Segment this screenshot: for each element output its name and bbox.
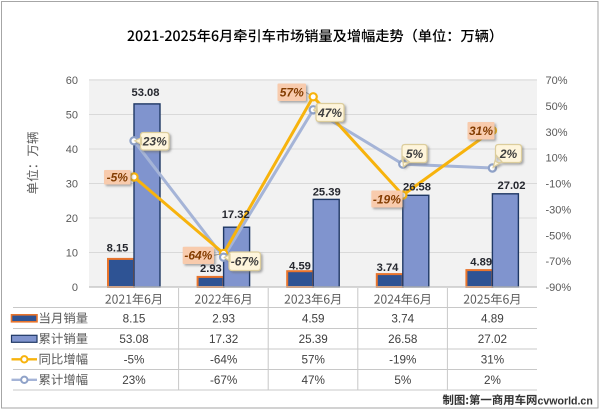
svg-text:23%: 23% [122, 374, 145, 387]
svg-text:-64%: -64% [184, 249, 212, 263]
svg-text:-5%: -5% [124, 354, 145, 367]
svg-text:-19%: -19% [389, 354, 416, 367]
svg-text:26.58: 26.58 [388, 333, 417, 346]
svg-text:26.58: 26.58 [403, 182, 431, 194]
svg-text:5%: 5% [406, 147, 424, 161]
svg-text:8.15: 8.15 [123, 313, 146, 326]
svg-text:3.74: 3.74 [377, 262, 400, 274]
svg-text:23%: 23% [142, 135, 167, 149]
svg-text:3.74: 3.74 [391, 313, 414, 326]
svg-text:-19%: -19% [373, 192, 401, 206]
svg-text:50: 50 [66, 110, 78, 122]
svg-text:57%: 57% [301, 354, 324, 367]
svg-text:2.93: 2.93 [212, 313, 235, 326]
svg-text:4.59: 4.59 [289, 260, 311, 272]
svg-text:-5%: -5% [107, 171, 129, 185]
svg-text:25.39: 25.39 [313, 187, 341, 199]
svg-text:70%: 70% [546, 75, 568, 87]
svg-text:17.32: 17.32 [222, 209, 250, 221]
svg-text:cvworld.cn: cvworld.cn [537, 395, 592, 407]
svg-text:-70%: -70% [546, 256, 572, 268]
svg-text:4.89: 4.89 [470, 256, 492, 268]
svg-text:-10%: -10% [546, 179, 572, 191]
svg-text:-64%: -64% [210, 354, 237, 367]
svg-text:4.89: 4.89 [481, 313, 504, 326]
svg-text:25.39: 25.39 [299, 333, 328, 346]
svg-text:20: 20 [66, 213, 78, 225]
svg-text:47%: 47% [301, 374, 324, 387]
svg-text:-50%: -50% [546, 230, 572, 242]
svg-text:31%: 31% [481, 354, 504, 367]
svg-text:4.59: 4.59 [302, 313, 325, 326]
svg-text:27.02: 27.02 [498, 180, 526, 192]
svg-text:-30%: -30% [546, 204, 572, 216]
svg-text:30%: 30% [546, 127, 568, 139]
svg-text:47%: 47% [317, 106, 342, 120]
svg-text:53.08: 53.08 [132, 87, 160, 99]
svg-text:8.15: 8.15 [107, 243, 129, 255]
svg-text:17.32: 17.32 [209, 333, 238, 346]
svg-text:31%: 31% [469, 124, 493, 138]
svg-text:-67%: -67% [231, 255, 259, 269]
svg-text:2%: 2% [499, 147, 518, 161]
svg-text:5%: 5% [394, 374, 411, 387]
svg-text:10: 10 [66, 248, 78, 260]
svg-text:2%: 2% [484, 374, 501, 387]
svg-text:27.02: 27.02 [478, 333, 507, 346]
svg-text:-67%: -67% [210, 374, 237, 387]
svg-text:60: 60 [66, 75, 78, 87]
svg-text:50%: 50% [546, 101, 568, 113]
svg-text:53.08: 53.08 [119, 333, 148, 346]
svg-text:57%: 57% [280, 86, 304, 100]
svg-text:2.93: 2.93 [200, 263, 222, 275]
svg-text:-90%: -90% [546, 282, 572, 294]
svg-text:30: 30 [66, 179, 78, 191]
svg-text:40: 40 [66, 144, 78, 156]
svg-text:10%: 10% [546, 153, 568, 165]
svg-text:0: 0 [72, 282, 78, 294]
